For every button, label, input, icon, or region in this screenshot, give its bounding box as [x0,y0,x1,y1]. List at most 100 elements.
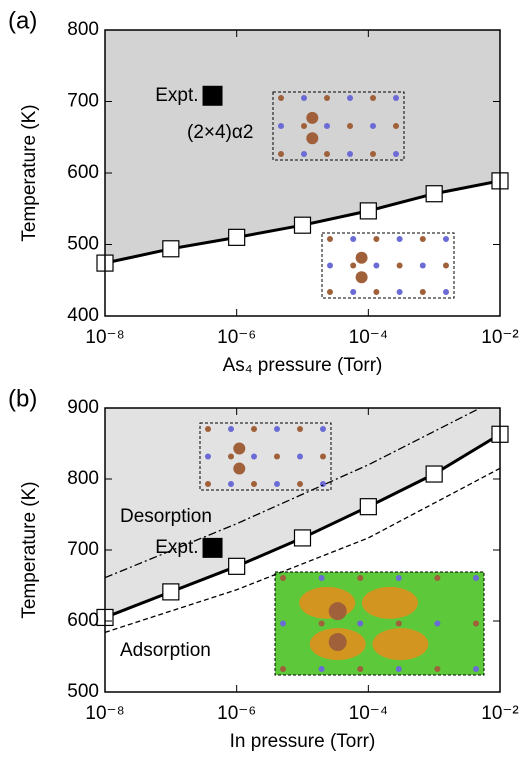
inset-atom [306,111,319,124]
inset-atom [393,151,399,157]
inset-atom [205,481,211,487]
annotation: (2×4)α2 [187,122,253,143]
inset-atom [373,236,380,242]
inset-atom [297,481,303,487]
annotation: Desorption [120,506,212,527]
inset-atom [274,481,280,487]
inset-atom [350,236,357,242]
x-tick-label: 10⁻⁴ [349,703,388,724]
inset-atom [473,620,479,627]
x-tick-label: 10⁻² [481,703,519,724]
data-point [293,529,312,547]
inset-atom [278,151,284,157]
inset-atom [393,123,399,129]
y-tick-label: 800 [67,468,99,489]
annotation: Adsorption [120,640,211,661]
y-tick-label: 800 [67,19,99,40]
data-point [293,216,312,234]
inset-atom [324,95,330,101]
inset-atom [355,251,368,264]
data-point [228,557,246,575]
inset-atom [393,95,399,101]
inset-atom [357,620,364,627]
inset-atom [373,262,380,269]
data-point [228,228,246,246]
inset-atom [297,453,303,460]
inset-atom [301,95,307,101]
inset-atom [280,666,286,672]
boundary-line [105,408,481,579]
data-point [425,185,443,203]
inset-atom [327,236,333,242]
data-point [425,465,443,483]
x-tick-label: 10⁻⁴ [349,327,388,348]
inset-map [275,572,484,675]
data-point [162,583,180,601]
inset-atom [347,95,353,101]
inset-atom [318,575,325,581]
inset-atom [419,262,426,269]
inset-atom [473,666,479,672]
inset-atom [205,426,211,432]
inset-atom [301,151,307,157]
inset-atom [228,453,234,460]
y-tick-label: 500 [67,681,99,702]
inset-atom [327,289,333,295]
x-axis-label: As₄ pressure (Torr) [223,355,383,376]
y-tick-label: 600 [67,162,99,183]
inset-atom [327,262,333,269]
y-axis-label: Temperature (K) [19,481,40,618]
inset-atom [274,426,280,432]
x-tick-label: 10⁻⁶ [217,327,256,348]
inset-atom [278,95,284,101]
inset-atom [205,453,211,460]
inset-atom [443,236,449,242]
inset-atom [324,123,330,129]
inset-atom [318,620,325,627]
inset-atom [434,575,441,581]
data-point [162,240,180,258]
data-point [359,202,377,220]
inset-atom [251,481,257,487]
panel-label: (b) [8,385,37,412]
inset-atom [251,426,257,432]
data-point [359,498,377,516]
boundary-line [105,467,500,633]
inset-atom [357,666,364,672]
inset-hot [372,628,429,661]
inset-atom [395,620,402,627]
y-tick-label: 700 [67,91,99,112]
inset-atom [280,575,286,581]
desorption-region [105,408,500,618]
expt-point [202,537,223,558]
y-tick-label: 700 [67,539,99,560]
inset-atom [320,426,326,432]
inset-atom [434,620,441,627]
inset-hot [299,586,356,619]
inset-atom [370,95,376,101]
y-tick-label: 900 [67,397,99,418]
inset-atom [350,289,357,295]
inset-atom [278,123,284,129]
inset-atom [347,123,353,129]
inset-atom [318,666,325,672]
inset-atom [347,151,353,157]
inset-atom [350,262,357,269]
inset-atom [228,426,234,432]
inset-atom [320,481,326,487]
inset-atom [443,289,449,295]
plot-area [105,30,500,299]
expt-label: Expt. [155,537,198,558]
inset-atom [419,289,426,295]
inset-atom [233,442,246,455]
inset-atom [357,575,364,581]
y-axis-label: Temperature (K) [19,104,40,241]
inset-atom [297,426,303,432]
inset-frame [321,232,455,299]
y-tick-label: 400 [67,305,99,326]
inset-atom [306,132,319,145]
inset-atom [355,271,368,284]
inset-frame [199,422,332,491]
y-tick-label: 500 [67,234,99,255]
